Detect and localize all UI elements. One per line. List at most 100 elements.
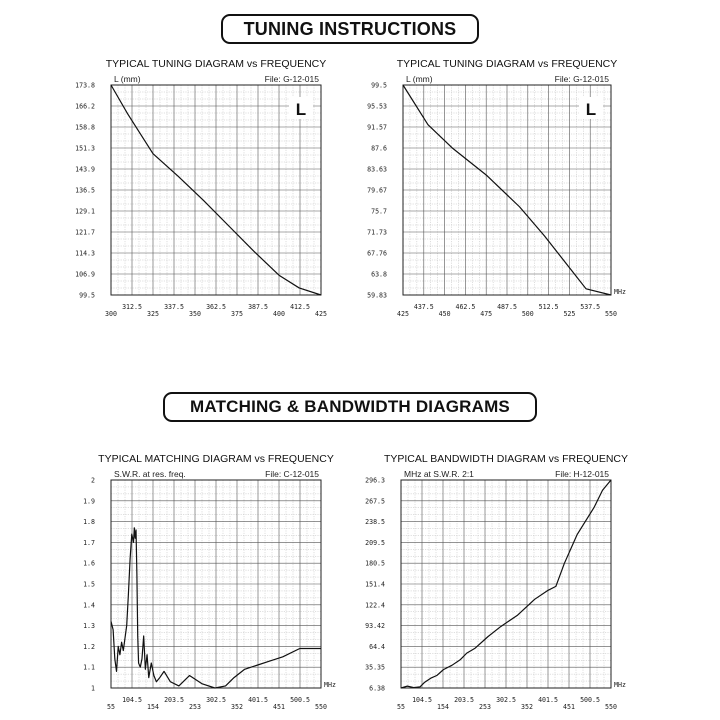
x-tick-label: 387.5: [248, 303, 268, 311]
element-letter-label: L: [296, 100, 306, 119]
x-tick-label: 451: [273, 703, 285, 711]
y-tick-label: 71.73: [367, 229, 387, 237]
y-tick-label: 151.3: [75, 145, 95, 153]
y-axis-label: MHz at S.W.R. 2:1: [404, 469, 474, 479]
y-tick-label: 158.8: [75, 124, 95, 132]
major-grid: [111, 480, 321, 688]
x-tick-label: 337.5: [164, 303, 184, 311]
x-tick-label: 104.5: [412, 696, 432, 704]
y-tick-label: 136.5: [75, 187, 95, 195]
y-tick-label: 6.38: [369, 685, 385, 693]
y-tick-label: 173.8: [75, 82, 95, 90]
x-unit-label: MHz: [614, 288, 626, 296]
chart-title: TYPICAL MATCHING DIAGRAM vs FREQUENCY: [98, 453, 334, 465]
x-tick-label: 451: [563, 703, 575, 711]
y-tick-label: 209.5: [365, 539, 385, 547]
y-tick-label: 296.3: [365, 477, 385, 485]
y-tick-label: 1.9: [83, 497, 95, 505]
x-tick-label: 525: [563, 310, 575, 318]
y-tick-label: 106.9: [75, 271, 95, 279]
y-tick-label: 1.5: [83, 581, 95, 589]
x-tick-label: 203.5: [164, 696, 184, 704]
y-tick-label: 63.8: [371, 271, 387, 279]
y-tick-label: 121.7: [75, 229, 95, 237]
x-tick-label: 362.5: [206, 303, 226, 311]
series-line: [110, 527, 321, 689]
y-tick-label: 267.5: [365, 497, 385, 505]
x-tick-label: 325: [147, 310, 159, 318]
x-tick-label: 375: [231, 310, 243, 318]
y-tick-label: 1.1: [83, 664, 95, 672]
x-tick-label: 500: [522, 310, 534, 318]
x-tick-label: 154: [437, 703, 449, 711]
y-tick-label: 35.35: [365, 664, 385, 672]
x-tick-label: 500.5: [580, 696, 600, 704]
y-tick-label: 166.2: [75, 103, 95, 111]
x-tick-label: 450: [439, 310, 451, 318]
y-tick-label: 75.7: [371, 208, 387, 216]
file-label: File: C-12-015: [265, 469, 319, 479]
chart-title: TYPICAL TUNING DIAGRAM vs FREQUENCY: [106, 58, 327, 70]
plot-frame: [110, 84, 322, 296]
tuning-low-chart: TYPICAL TUNING DIAGRAM vs FREQUENCY L (mm…: [75, 58, 327, 318]
y-tick-label: 67.76: [367, 250, 387, 258]
x-unit-label: MHz: [324, 681, 336, 689]
x-tick-label: 154: [147, 703, 159, 711]
major-grid: [403, 85, 611, 295]
x-tick-label: 350: [189, 310, 201, 318]
y-axis-label: S.W.R. at res. freq.: [114, 469, 186, 479]
y-tick-label: 114.3: [75, 250, 95, 258]
matching-chart: TYPICAL MATCHING DIAGRAM vs FREQUENCY S.W…: [83, 453, 336, 711]
x-tick-label: 550: [315, 703, 327, 711]
y-tick-label: 59.83: [367, 292, 387, 300]
y-tick-label: 95.53: [367, 103, 387, 111]
letter-backdrop: [579, 97, 603, 119]
y-axis-label: L (mm): [114, 74, 141, 84]
x-tick-label: 437.5: [414, 303, 434, 311]
x-tick-label: 500.5: [290, 696, 310, 704]
letter-backdrop: [289, 97, 313, 119]
plot-frame: [400, 479, 612, 689]
x-tick-label: 203.5: [454, 696, 474, 704]
chart-title: TYPICAL BANDWIDTH DIAGRAM vs FREQUENCY: [384, 453, 628, 465]
x-tick-label: 352: [231, 703, 243, 711]
x-tick-label: 302.5: [496, 696, 516, 704]
x-tick-label: 487.5: [497, 303, 517, 311]
y-tick-label: 1.3: [83, 622, 95, 630]
x-tick-label: 462.5: [455, 303, 475, 311]
x-tick-label: 352: [521, 703, 533, 711]
file-label: File: H-12-015: [555, 469, 609, 479]
y-tick-label: 64.4: [369, 643, 385, 651]
series-line: [400, 479, 612, 689]
y-tick-label: 238.5: [365, 518, 385, 526]
x-tick-label: 425: [397, 310, 409, 318]
file-label: File: G-12-015: [265, 74, 320, 84]
y-tick-label: 143.9: [75, 166, 95, 174]
element-letter-label: L: [586, 100, 596, 119]
x-tick-label: 302.5: [206, 696, 226, 704]
x-tick-label: 300: [105, 310, 117, 318]
y-tick-label: 99.5: [371, 82, 387, 90]
y-tick-label: 93.42: [365, 622, 385, 630]
x-tick-label: 55: [397, 703, 405, 711]
x-tick-label: 104.5: [122, 696, 142, 704]
x-tick-label: 253: [189, 703, 201, 711]
y-tick-label: 122.4: [365, 601, 385, 609]
x-tick-label: 400: [273, 310, 285, 318]
x-unit-label: MHz: [614, 681, 626, 689]
y-axis-label: L (mm): [406, 74, 433, 84]
y-tick-label: 91.57: [367, 124, 387, 132]
y-tick-label: 1.2: [83, 643, 95, 651]
matching-bandwidth-banner: MATCHING & BANDWIDTH DIAGRAMS: [163, 392, 537, 422]
x-tick-label: 475: [480, 310, 492, 318]
series-line: [110, 84, 322, 296]
x-tick-label: 425: [315, 310, 327, 318]
series-line: [402, 84, 612, 296]
y-tick-label: 1.7: [83, 539, 95, 547]
tuning-high-chart: TYPICAL TUNING DIAGRAM vs FREQUENCY L (mm…: [367, 58, 626, 318]
y-tick-label: 2: [91, 477, 95, 485]
x-tick-label: 312.5: [122, 303, 142, 311]
y-tick-label: 79.67: [367, 187, 387, 195]
x-tick-label: 537.5: [580, 303, 600, 311]
